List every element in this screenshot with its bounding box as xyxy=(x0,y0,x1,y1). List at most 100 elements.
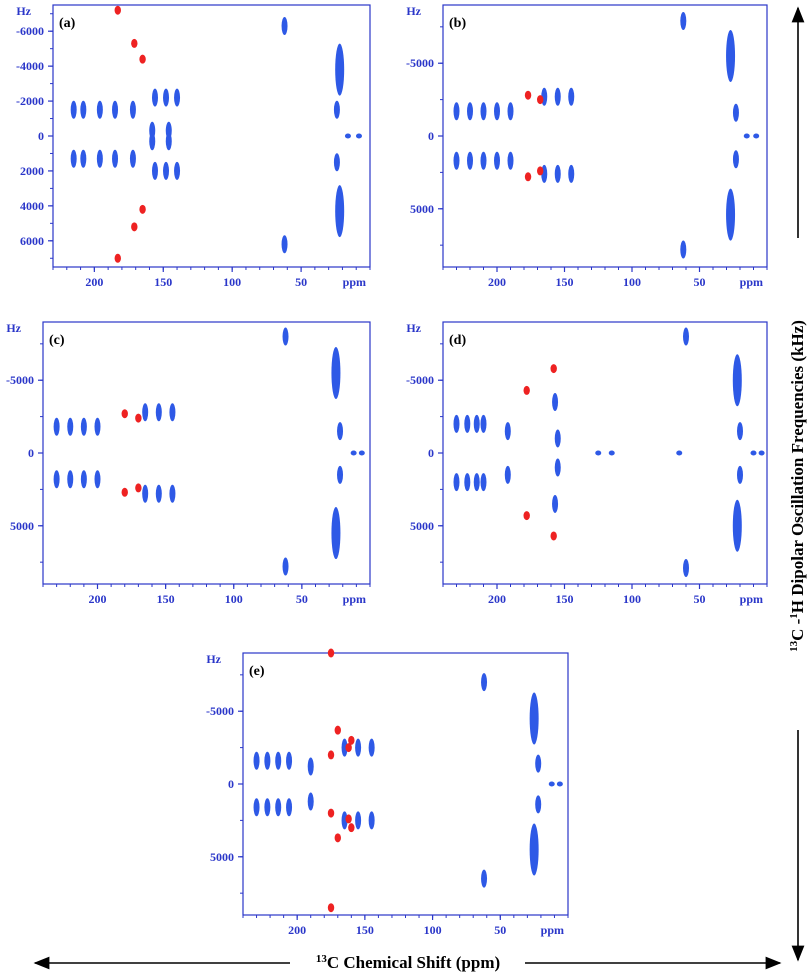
peak-blue xyxy=(355,811,362,830)
peak-blue xyxy=(275,751,282,770)
peak-blue xyxy=(307,792,314,811)
peak-blue xyxy=(453,473,460,492)
x-axis-title: 13C Chemical Shift (ppm) xyxy=(316,953,500,972)
y-unit-label: Hz xyxy=(406,321,421,335)
peak-blue xyxy=(467,102,473,121)
y-tick-label: -5000 xyxy=(206,704,234,718)
peak-blue xyxy=(453,151,460,170)
peak-blue xyxy=(355,133,362,139)
x-tick-label: 100 xyxy=(623,592,641,606)
x-tick-label: 150 xyxy=(356,923,374,937)
peak-blue xyxy=(595,450,602,456)
y-tick-label: 0 xyxy=(38,129,44,143)
y-tick-label: 0 xyxy=(428,446,434,460)
peak-blue xyxy=(732,150,739,169)
panel-label: (a) xyxy=(59,16,76,31)
peak-blue xyxy=(80,417,87,436)
peak-red xyxy=(327,808,335,818)
peak-red xyxy=(131,38,138,48)
y-tick-label: 4000 xyxy=(20,199,44,213)
peak-blue xyxy=(112,149,119,168)
x-tick-label: 200 xyxy=(288,923,306,937)
peak-red xyxy=(327,750,335,760)
peak-blue xyxy=(556,781,563,787)
peak-blue xyxy=(169,403,176,422)
peak-red xyxy=(348,735,355,745)
peak-blue xyxy=(368,811,375,830)
peak-blue xyxy=(608,450,615,456)
peak-red xyxy=(139,54,146,64)
panel-label: (c) xyxy=(49,333,65,348)
peak-blue xyxy=(552,494,559,513)
peak-blue xyxy=(337,465,344,484)
x-tick-label: 100 xyxy=(424,923,442,937)
peak-blue xyxy=(344,133,351,139)
peak-red xyxy=(524,172,532,182)
peak-blue xyxy=(165,132,172,151)
panel-1: 200 150 100 50 ppm -6000 -4000 -2000 0 2000 4000 60… xyxy=(16,4,371,289)
peak-blue xyxy=(368,738,375,757)
peak-blue xyxy=(726,188,736,241)
x-tick-label: 100 xyxy=(223,275,241,289)
x-tick-label: 200 xyxy=(488,275,506,289)
peak-blue xyxy=(80,149,87,168)
peak-red xyxy=(121,409,128,419)
x-tick-label: 150 xyxy=(157,592,175,606)
peak-blue xyxy=(286,798,293,817)
peak-red xyxy=(327,648,335,658)
peak-red xyxy=(524,90,532,100)
peak-blue xyxy=(535,754,542,773)
peak-blue xyxy=(464,473,471,492)
peak-blue xyxy=(67,470,74,489)
peak-blue xyxy=(253,751,260,770)
peak-red xyxy=(334,833,341,843)
peak-blue xyxy=(142,403,149,422)
peak-blue xyxy=(554,458,561,477)
peak-red xyxy=(334,725,341,735)
peak-blue xyxy=(70,100,77,119)
peak-red xyxy=(327,903,335,913)
peak-blue xyxy=(80,470,87,489)
x-tick-label: 50 xyxy=(296,592,308,606)
peak-blue xyxy=(94,417,101,436)
y-tick-label: 5000 xyxy=(410,202,434,216)
peak-blue xyxy=(548,781,555,787)
peak-blue xyxy=(335,185,345,238)
x-axis-title-group: 13C Chemical Shift (ppm) xyxy=(33,953,782,972)
peak-blue xyxy=(732,103,739,122)
peak-blue xyxy=(529,823,539,876)
x-tick-label: 150 xyxy=(556,275,574,289)
y-axis-title: 13C -1H Dipolar Oscillation Frequencies … xyxy=(788,320,807,652)
x-tick-label: 50 xyxy=(694,275,706,289)
peak-blue xyxy=(481,673,488,692)
peak-blue xyxy=(481,869,488,888)
peak-blue xyxy=(683,327,689,346)
peak-blue xyxy=(554,164,561,183)
peak-blue xyxy=(480,414,487,433)
x-tick-label: 50 xyxy=(694,592,706,606)
x-unit-label: ppm xyxy=(541,923,564,937)
panel-4: 200 150 100 50 ppm -5000 0 5000 Hz (d) xyxy=(406,321,768,606)
x-unit-label: ppm xyxy=(343,275,366,289)
peak-blue xyxy=(282,327,289,346)
panel-3: 200 150 100 50 ppm -5000 0 5000 Hz (c) xyxy=(6,321,371,606)
plot-frame xyxy=(52,4,371,268)
peak-blue xyxy=(680,240,687,259)
peak-blue xyxy=(149,132,156,151)
peak-blue xyxy=(142,484,149,503)
peak-blue xyxy=(155,403,162,422)
peak-blue xyxy=(70,149,77,168)
peak-red xyxy=(550,364,557,374)
peak-red xyxy=(523,385,530,395)
peak-blue xyxy=(335,43,345,96)
peak-blue xyxy=(473,414,480,433)
peak-blue xyxy=(264,798,271,817)
y-tick-label: -2000 xyxy=(16,94,44,108)
x-tick-label: 200 xyxy=(89,592,107,606)
peak-blue xyxy=(129,149,136,168)
peak-blue xyxy=(568,87,575,106)
peak-blue xyxy=(473,473,480,492)
peak-blue xyxy=(504,465,511,484)
peak-blue xyxy=(169,484,176,503)
y-tick-label: -5000 xyxy=(406,373,434,387)
